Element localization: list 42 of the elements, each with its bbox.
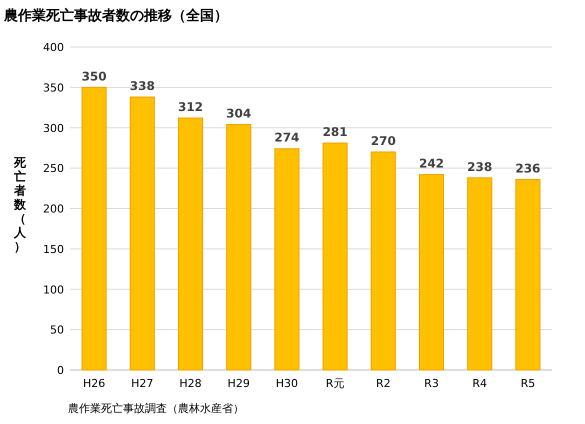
x-tick-label: R2 xyxy=(376,377,391,390)
text: 農作業死亡事故調査（農林水産省） xyxy=(68,402,244,415)
bar xyxy=(274,148,300,370)
data-label: 338 xyxy=(130,79,155,94)
y-tick-label: 100 xyxy=(43,283,64,296)
data-label: 304 xyxy=(226,106,252,121)
data-label: 274 xyxy=(274,130,300,145)
bar xyxy=(322,142,348,370)
y-tick-label: 50 xyxy=(50,324,64,337)
x-tick-label: H28 xyxy=(179,377,202,390)
y-tick-label: 250 xyxy=(43,162,64,176)
bar xyxy=(418,174,444,370)
bar xyxy=(467,177,492,370)
y-tick-label: 300 xyxy=(43,122,64,135)
y-tick-label: 400 xyxy=(43,41,64,54)
bar xyxy=(82,86,107,370)
x-tick-label: H30 xyxy=(276,377,298,390)
data-label: 270 xyxy=(370,134,396,148)
x-tick-label: H26 xyxy=(82,377,106,390)
data-label: 281 xyxy=(322,125,348,140)
data-label: 242 xyxy=(418,156,444,171)
x-tick-label: R4 xyxy=(472,377,488,390)
y-tick-label: 200 xyxy=(43,202,64,216)
y-tick-label: 350 xyxy=(43,81,64,94)
x-tick-label: R元 xyxy=(326,377,344,390)
bar xyxy=(370,151,396,370)
bar xyxy=(130,96,155,370)
data-label: 312 xyxy=(178,100,204,114)
x-tick-label: H29 xyxy=(228,377,250,390)
x-tick-label: H27 xyxy=(131,377,154,390)
y-axis-title: 死亡者数（人） xyxy=(13,156,27,254)
x-tick-label: R5 xyxy=(520,377,536,390)
bar xyxy=(515,178,540,370)
data-label: 236 xyxy=(515,161,540,176)
bar xyxy=(178,118,204,370)
chart-title: 農作業死亡事故者数の推移（全国） xyxy=(3,7,228,24)
x-tick-label: R3 xyxy=(424,377,439,390)
y-tick-label: 0 xyxy=(57,364,64,377)
data-label: 350 xyxy=(82,69,107,84)
bar xyxy=(226,124,252,370)
data-label: 238 xyxy=(467,160,492,174)
y-tick-label: 150 xyxy=(43,242,64,256)
